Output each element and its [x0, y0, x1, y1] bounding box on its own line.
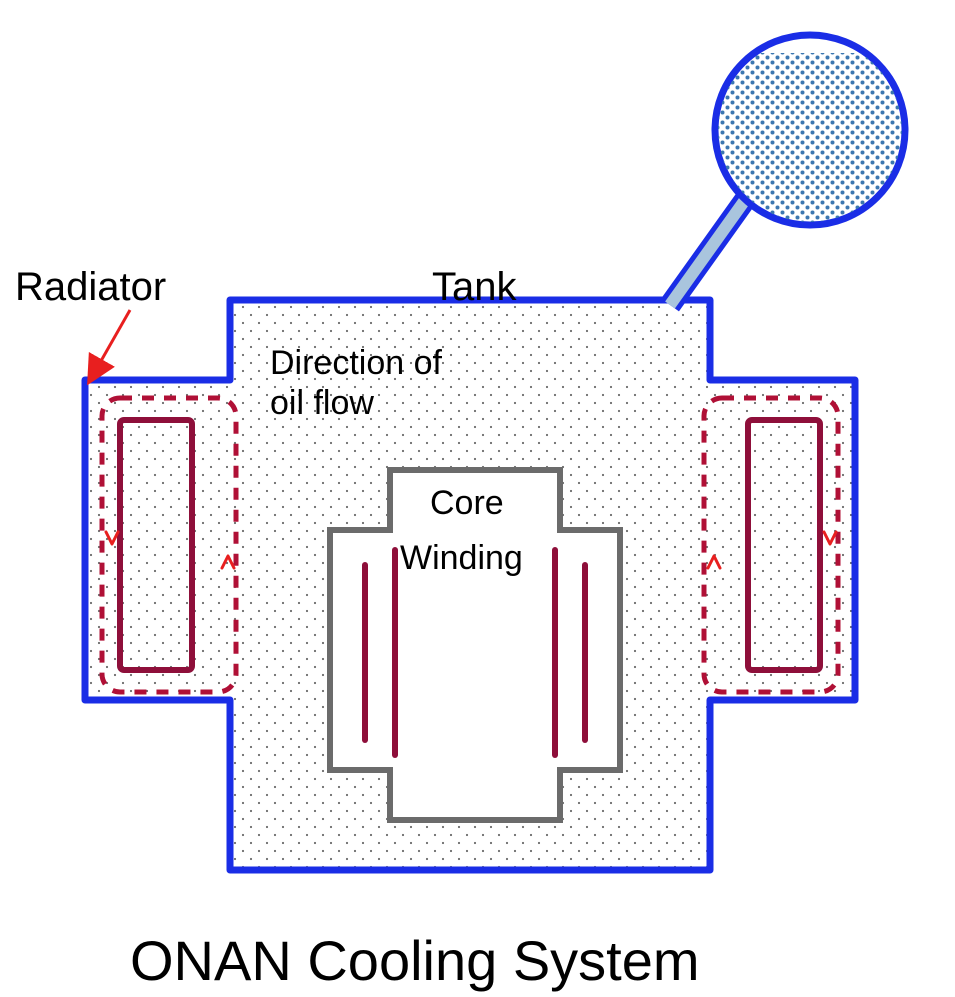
label-direction-line2: oil flow [270, 385, 374, 422]
radiator-pointer-arrow [93, 310, 130, 375]
label-core: Core [430, 485, 504, 522]
conservator-pipe-fill [670, 200, 745, 305]
diagram-stage: Radiator Tank Direction of oil flow Core… [0, 0, 955, 997]
diagram-title: ONAN Cooling System [130, 930, 700, 992]
label-tank: Tank [432, 265, 517, 309]
label-radiator: Radiator [15, 265, 166, 309]
core-mask-top [393, 526, 557, 534]
label-direction-line1: Direction of [270, 345, 442, 382]
core-bottom [390, 770, 560, 820]
core-mask-bottom [393, 766, 557, 774]
label-winding: Winding [400, 540, 523, 577]
